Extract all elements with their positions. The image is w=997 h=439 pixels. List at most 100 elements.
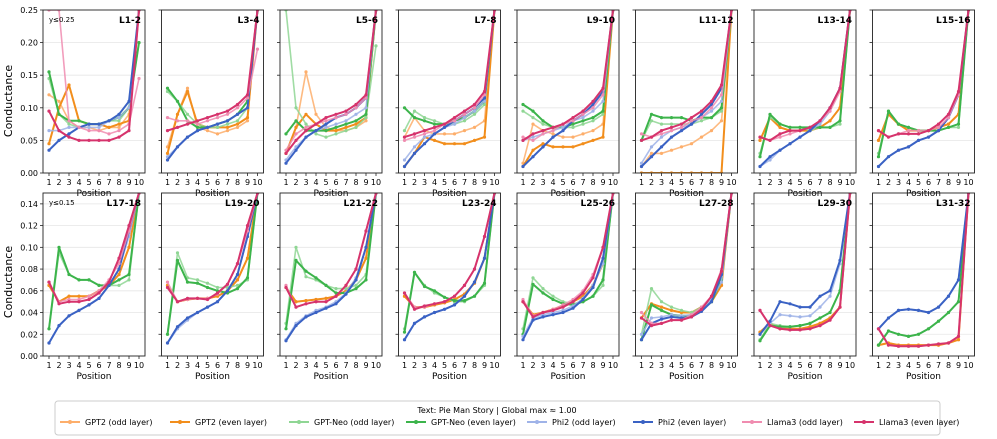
- data-point: [47, 148, 51, 152]
- data-point: [936, 319, 941, 323]
- x-tick-label: 2: [412, 178, 417, 187]
- data-point: [175, 258, 180, 262]
- series-line-GPT-Neo (even layer): [166, 193, 259, 335]
- panel-frame: [753, 192, 857, 357]
- data-point: [679, 145, 684, 149]
- data-point: [334, 112, 338, 116]
- x-tick-label: 3: [303, 361, 308, 370]
- data-point: [67, 294, 71, 298]
- data-point: [344, 109, 348, 113]
- data-point: [195, 296, 200, 300]
- data-point: [778, 148, 782, 152]
- data-point: [354, 102, 358, 107]
- legend-swatch-marker: [535, 420, 539, 424]
- x-tick-label: 8: [353, 361, 358, 370]
- data-point: [195, 278, 200, 282]
- data-point: [531, 276, 535, 280]
- data-point: [422, 129, 427, 133]
- data-point: [896, 308, 901, 312]
- data-point: [354, 287, 358, 291]
- series-group: [165, 193, 260, 345]
- data-point: [452, 122, 457, 126]
- data-point: [354, 119, 358, 123]
- data-point: [47, 93, 51, 97]
- x-tick-label: 6: [452, 361, 457, 370]
- data-point: [402, 338, 407, 342]
- x-tick-label: 9: [956, 361, 961, 370]
- data-point: [886, 135, 891, 139]
- data-point: [719, 99, 724, 103]
- data-point: [719, 119, 724, 123]
- data-point: [117, 267, 121, 271]
- data-point: [808, 129, 812, 133]
- data-point: [601, 93, 605, 97]
- data-point: [175, 112, 180, 116]
- data-point: [225, 112, 230, 116]
- panel-grid: L1-2y≤0.251 2 3 4 5 6 7 8 9 10Position0.000.050.1…: [20, 6, 975, 382]
- data-point: [669, 315, 674, 319]
- data-point: [601, 245, 605, 249]
- data-point: [639, 332, 644, 336]
- data-point: [294, 106, 298, 110]
- data-point: [531, 282, 535, 286]
- data-point: [432, 138, 437, 142]
- data-point: [334, 116, 338, 120]
- data-point: [768, 112, 772, 116]
- data-point: [956, 300, 961, 304]
- data-point: [876, 164, 881, 169]
- x-tick-label: 9: [600, 178, 605, 187]
- data-point: [758, 138, 762, 142]
- legend-label: GPT-Neo (odd layer): [314, 418, 394, 427]
- legend-label: Llama3 (odd layer): [767, 418, 843, 427]
- y-tick-label: 0.05: [20, 136, 38, 145]
- x-axis-label: Position: [195, 189, 230, 199]
- data-point: [906, 334, 911, 338]
- data-point: [531, 318, 535, 322]
- x-tick-label: 10: [252, 361, 262, 370]
- series-line-Phi2 (even layer): [166, 193, 259, 344]
- x-tick-label: 10: [608, 361, 618, 370]
- panel-frame: [161, 192, 264, 357]
- data-point: [936, 342, 941, 346]
- x-tick-label: 7: [106, 178, 111, 187]
- data-point: [97, 283, 101, 287]
- series-line-GPT-Neo (odd layer): [48, 193, 140, 329]
- data-point: [107, 138, 111, 142]
- data-point: [531, 155, 535, 159]
- data-point: [679, 116, 684, 120]
- data-point: [659, 308, 664, 312]
- y-tick-label: 0.12: [20, 222, 38, 231]
- series-line-Llama3 (even layer): [167, 10, 259, 132]
- data-point: [462, 109, 467, 113]
- data-point: [442, 125, 447, 129]
- x-tick-label: 6: [689, 178, 694, 187]
- data-point: [47, 70, 51, 74]
- x-tick-label: 8: [235, 178, 240, 187]
- data-point: [245, 93, 250, 97]
- data-point: [235, 122, 240, 126]
- data-point: [165, 332, 170, 336]
- legend-swatch-marker: [750, 420, 754, 424]
- x-tick-label: 5: [679, 178, 684, 187]
- data-point: [818, 316, 822, 320]
- data-point: [601, 135, 605, 139]
- data-point: [838, 122, 842, 126]
- data-point: [245, 106, 250, 110]
- data-point: [185, 316, 190, 320]
- data-point: [896, 148, 901, 152]
- data-point: [87, 129, 91, 133]
- data-point: [669, 135, 674, 139]
- data-point: [225, 109, 230, 113]
- series-line-Llama3 (even layer): [285, 10, 377, 155]
- data-point: [639, 161, 644, 165]
- x-tick-label: 3: [303, 178, 308, 187]
- series-line-Phi2 (even layer): [285, 193, 377, 342]
- data-point: [107, 125, 111, 129]
- panel-frame: [872, 9, 975, 174]
- data-point: [364, 119, 368, 123]
- x-tick-label: 2: [293, 361, 298, 370]
- data-point: [354, 283, 358, 287]
- data-point: [117, 122, 121, 126]
- panel-title: L17-18: [106, 199, 141, 209]
- x-tick-label: 6: [570, 178, 575, 187]
